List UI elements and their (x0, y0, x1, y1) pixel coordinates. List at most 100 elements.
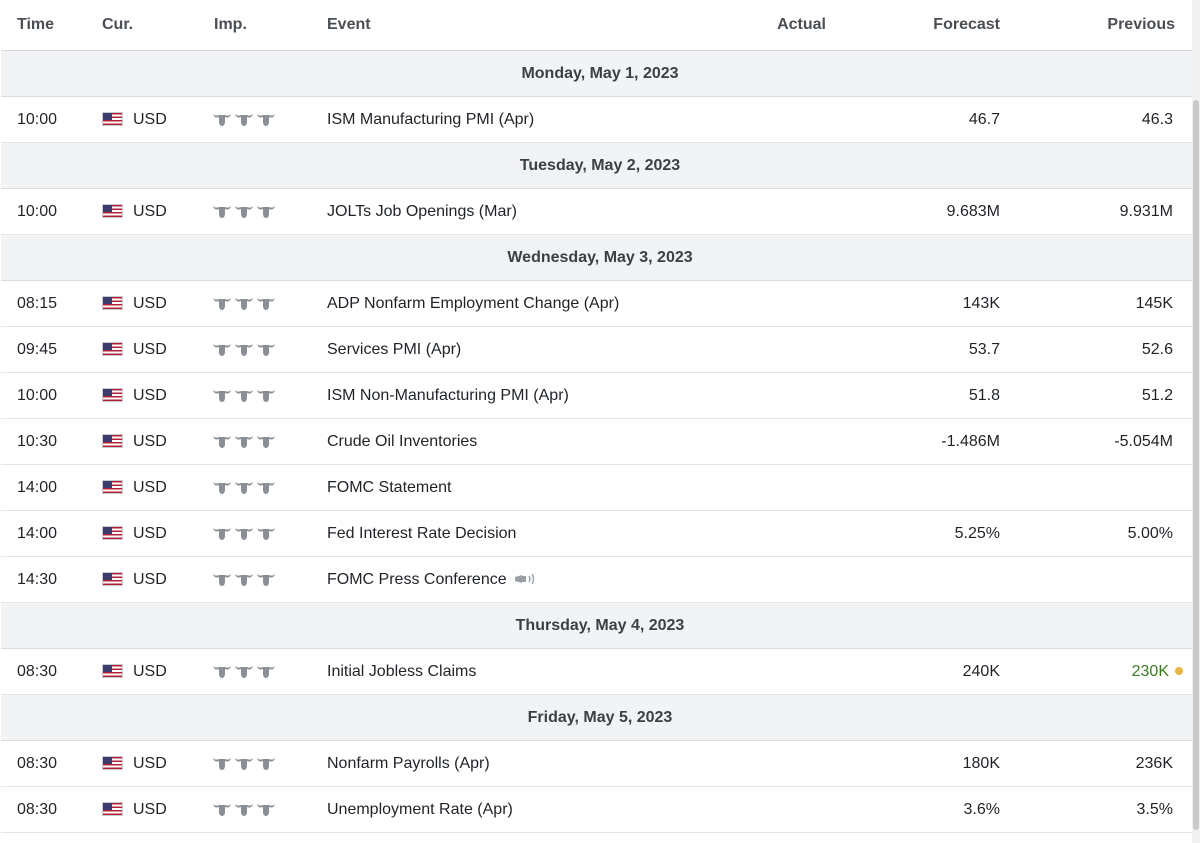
event-name[interactable]: Unemployment Rate (Apr) (327, 800, 513, 818)
vertical-scrollbar[interactable] (1192, 0, 1200, 843)
event-actual (676, 740, 850, 787)
event-name-cell[interactable]: ADP Nonfarm Employment Change (Apr) (309, 280, 676, 327)
event-time: 14:00 (1, 510, 85, 557)
event-name[interactable]: Initial Jobless Claims (327, 662, 477, 680)
event-time: 14:30 (1, 556, 85, 603)
bull-icon (256, 801, 276, 817)
us-flag-icon (102, 479, 123, 494)
event-actual (676, 648, 850, 695)
event-name-cell[interactable]: Unemployment Rate (Apr) (309, 786, 676, 833)
event-previous-cell (1024, 464, 1199, 511)
event-importance (196, 740, 309, 787)
day-label: Tuesday, May 2, 2023 (1, 142, 1199, 189)
event-row[interactable]: 10:00 USD JOLTs Job Openings (Mar) 9.683M 9.… (1, 188, 1199, 235)
event-actual (676, 280, 850, 327)
event-currency-cell: USD (85, 372, 196, 419)
event-currency: USD (133, 754, 167, 772)
bull-icon (212, 295, 232, 311)
event-row[interactable]: 08:15 USD ADP Nonfarm Employment Change (A… (1, 280, 1199, 327)
bull-icon (234, 203, 254, 219)
header-forecast[interactable]: Forecast (850, 0, 1024, 51)
header-actual[interactable]: Actual (676, 0, 850, 51)
event-row[interactable]: 10:00 USD ISM Non-Manufacturing PMI (Apr) 5… (1, 372, 1199, 419)
header-previous[interactable]: Previous (1024, 0, 1199, 51)
bull-icon (234, 755, 254, 771)
day-row: Monday, May 1, 2023 (1, 50, 1199, 97)
event-previous: 52.6 (1141, 340, 1173, 358)
event-name[interactable]: Fed Interest Rate Decision (327, 524, 517, 542)
event-currency: USD (133, 294, 167, 312)
bull-icon (256, 479, 276, 495)
event-previous-cell: 46.3 (1024, 96, 1199, 143)
bull-icon (234, 433, 254, 449)
event-row[interactable]: 14:00 USD FOMC Statement (1, 464, 1199, 511)
event-currency-cell: USD (85, 188, 196, 235)
event-forecast: 9.683M (850, 188, 1024, 235)
event-name[interactable]: ISM Non-Manufacturing PMI (Apr) (327, 386, 569, 404)
event-previous-cell: 51.2 (1024, 372, 1199, 419)
event-currency: USD (133, 432, 167, 450)
event-name-cell[interactable]: ISM Non-Manufacturing PMI (Apr) (309, 372, 676, 419)
event-name-cell[interactable]: FOMC Press Conference (309, 556, 676, 603)
us-flag-icon (102, 111, 123, 126)
header-importance[interactable]: Imp. (196, 0, 309, 51)
event-currency: USD (133, 478, 167, 496)
event-time: 08:30 (1, 786, 85, 833)
event-importance (196, 326, 309, 373)
event-row[interactable]: 14:00 USD Fed Interest Rate Decision 5.25% 5… (1, 510, 1199, 557)
bull-icon (234, 341, 254, 357)
us-flag-icon (102, 571, 123, 586)
event-name-cell[interactable]: Initial Jobless Claims (309, 648, 676, 695)
event-time: 14:00 (1, 464, 85, 511)
event-currency: USD (133, 340, 167, 358)
event-name-cell[interactable]: JOLTs Job Openings (Mar) (309, 188, 676, 235)
event-previous: 46.3 (1141, 110, 1173, 128)
bull-icon (212, 387, 232, 403)
header-row: Time Cur. Imp. Event Actual Forecast Pre… (1, 0, 1199, 51)
event-name[interactable]: ADP Nonfarm Employment Change (Apr) (327, 294, 620, 312)
event-name[interactable]: ISM Manufacturing PMI (Apr) (327, 110, 535, 128)
us-flag-icon (102, 663, 123, 678)
event-forecast: 53.7 (850, 326, 1024, 373)
event-name[interactable]: FOMC Press Conference (327, 570, 507, 588)
event-row[interactable]: 08:30 USD Unemployment Rate (Apr) 3.6% 3.5% (1, 786, 1199, 833)
event-name[interactable]: FOMC Statement (327, 478, 452, 496)
header-time[interactable]: Time (1, 0, 85, 51)
event-row[interactable]: 09:45 USD Services PMI (Apr) 53.7 52.6 (1, 326, 1199, 373)
scrollbar-thumb[interactable] (1193, 100, 1199, 830)
event-row[interactable]: 08:30 USD Nonfarm Payrolls (Apr) 180K 236K (1, 740, 1199, 787)
header-currency[interactable]: Cur. (85, 0, 196, 51)
event-currency: USD (133, 110, 167, 128)
event-name-cell[interactable]: ISM Manufacturing PMI (Apr) (309, 96, 676, 143)
us-flag-icon (102, 295, 123, 310)
event-previous: 236K (1135, 754, 1173, 772)
event-actual (676, 188, 850, 235)
event-name[interactable]: Services PMI (Apr) (327, 340, 462, 358)
event-time: 08:30 (1, 648, 85, 695)
event-currency-cell: USD (85, 96, 196, 143)
event-forecast: 180K (850, 740, 1024, 787)
event-row[interactable]: 10:00 USD ISM Manufacturing PMI (Apr) 46.7 4… (1, 96, 1199, 143)
status-dot-icon (1175, 666, 1183, 675)
header-event[interactable]: Event (309, 0, 676, 51)
event-name-cell[interactable]: Services PMI (Apr) (309, 326, 676, 373)
event-name-cell[interactable]: Fed Interest Rate Decision (309, 510, 676, 557)
event-name[interactable]: JOLTs Job Openings (Mar) (327, 202, 517, 220)
bull-icon (256, 755, 276, 771)
event-name-cell[interactable]: FOMC Statement (309, 464, 676, 511)
event-name-cell[interactable]: Nonfarm Payrolls (Apr) (309, 740, 676, 787)
bull-icon (212, 801, 232, 817)
event-name-cell[interactable]: Crude Oil Inventories (309, 418, 676, 465)
event-actual (676, 556, 850, 603)
us-flag-icon (102, 341, 123, 356)
event-previous: 9.931M (1119, 202, 1173, 220)
event-row[interactable]: 10:30 USD Crude Oil Inventories -1.486M -5.0… (1, 418, 1199, 465)
event-name[interactable]: Crude Oil Inventories (327, 432, 478, 450)
event-row[interactable]: 08:30 USD Initial Jobless Claims 240K 230K (1, 648, 1199, 695)
event-row[interactable]: 14:30 USD FOMC Press Conference (1, 556, 1199, 603)
day-row: Tuesday, May 2, 2023 (1, 142, 1199, 189)
bull-icon (234, 571, 254, 587)
event-name[interactable]: Nonfarm Payrolls (Apr) (327, 754, 490, 772)
event-actual (676, 96, 850, 143)
bull-icon (256, 663, 276, 679)
